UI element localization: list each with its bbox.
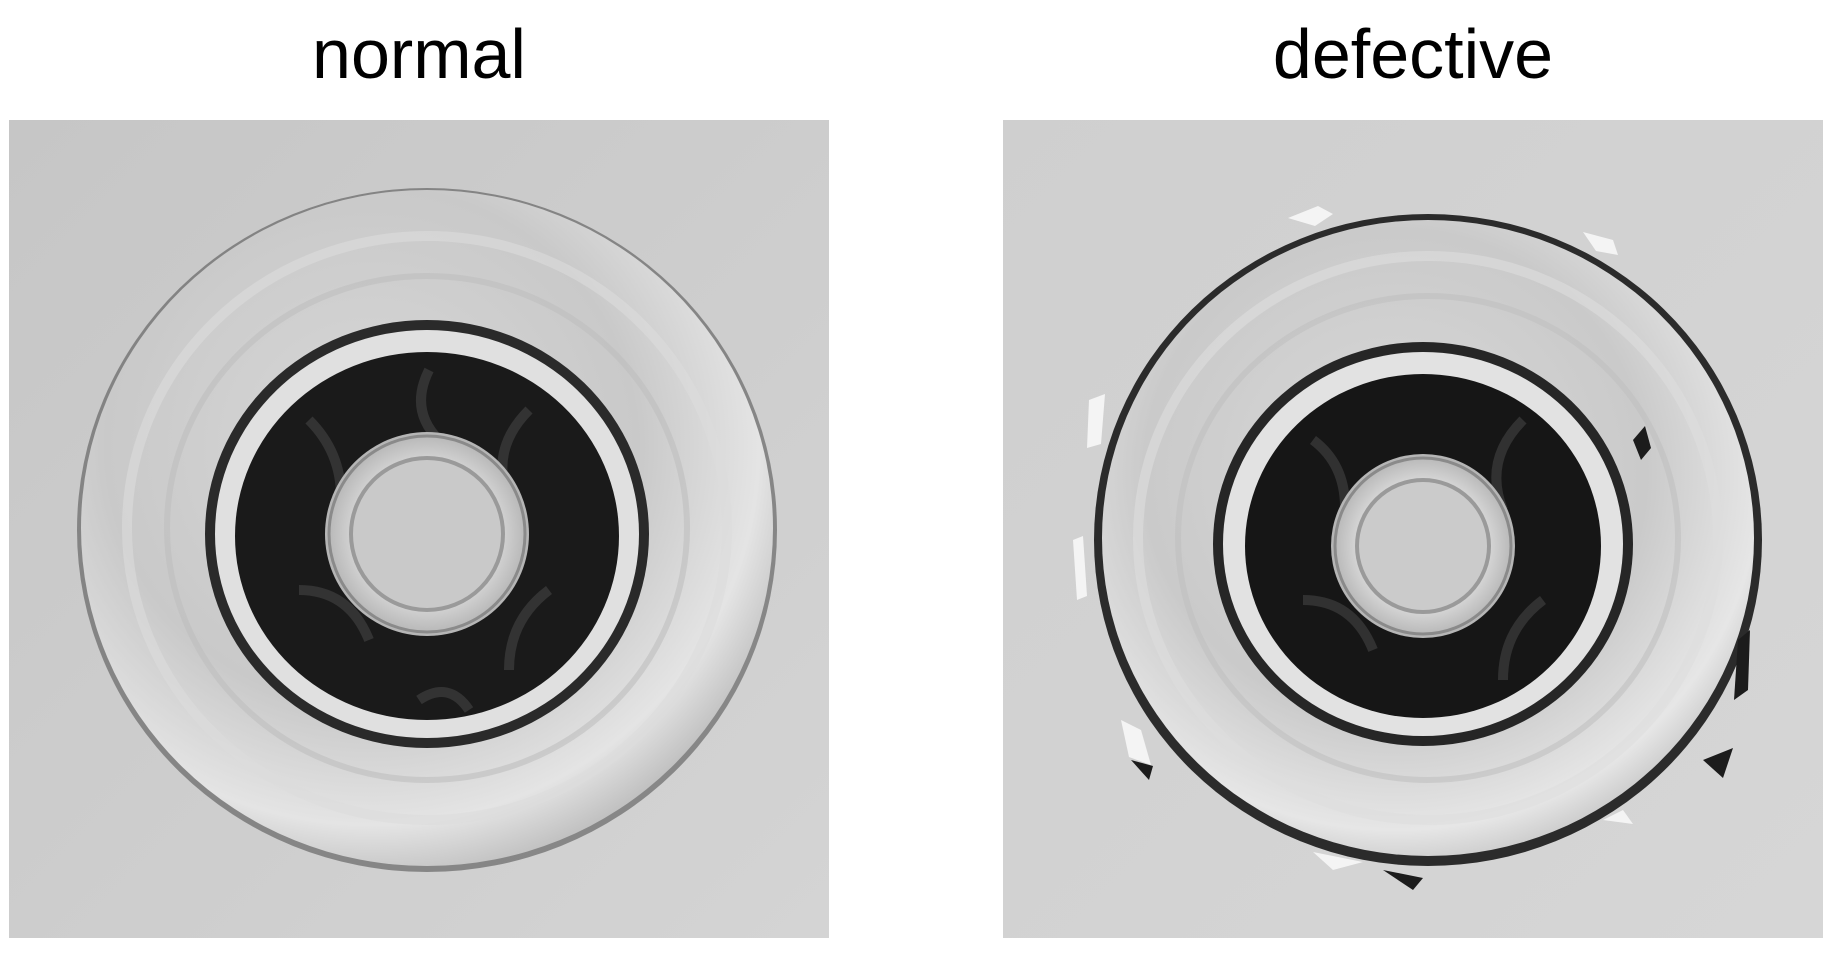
panel-defective: defective xyxy=(1003,0,1823,938)
normal-casting-photo xyxy=(9,120,829,938)
panel-title-normal: normal xyxy=(312,15,526,93)
panel-title-defective: defective xyxy=(1272,15,1554,93)
defective-casting-photo xyxy=(1003,120,1823,938)
panel-normal: normal xyxy=(9,0,829,938)
